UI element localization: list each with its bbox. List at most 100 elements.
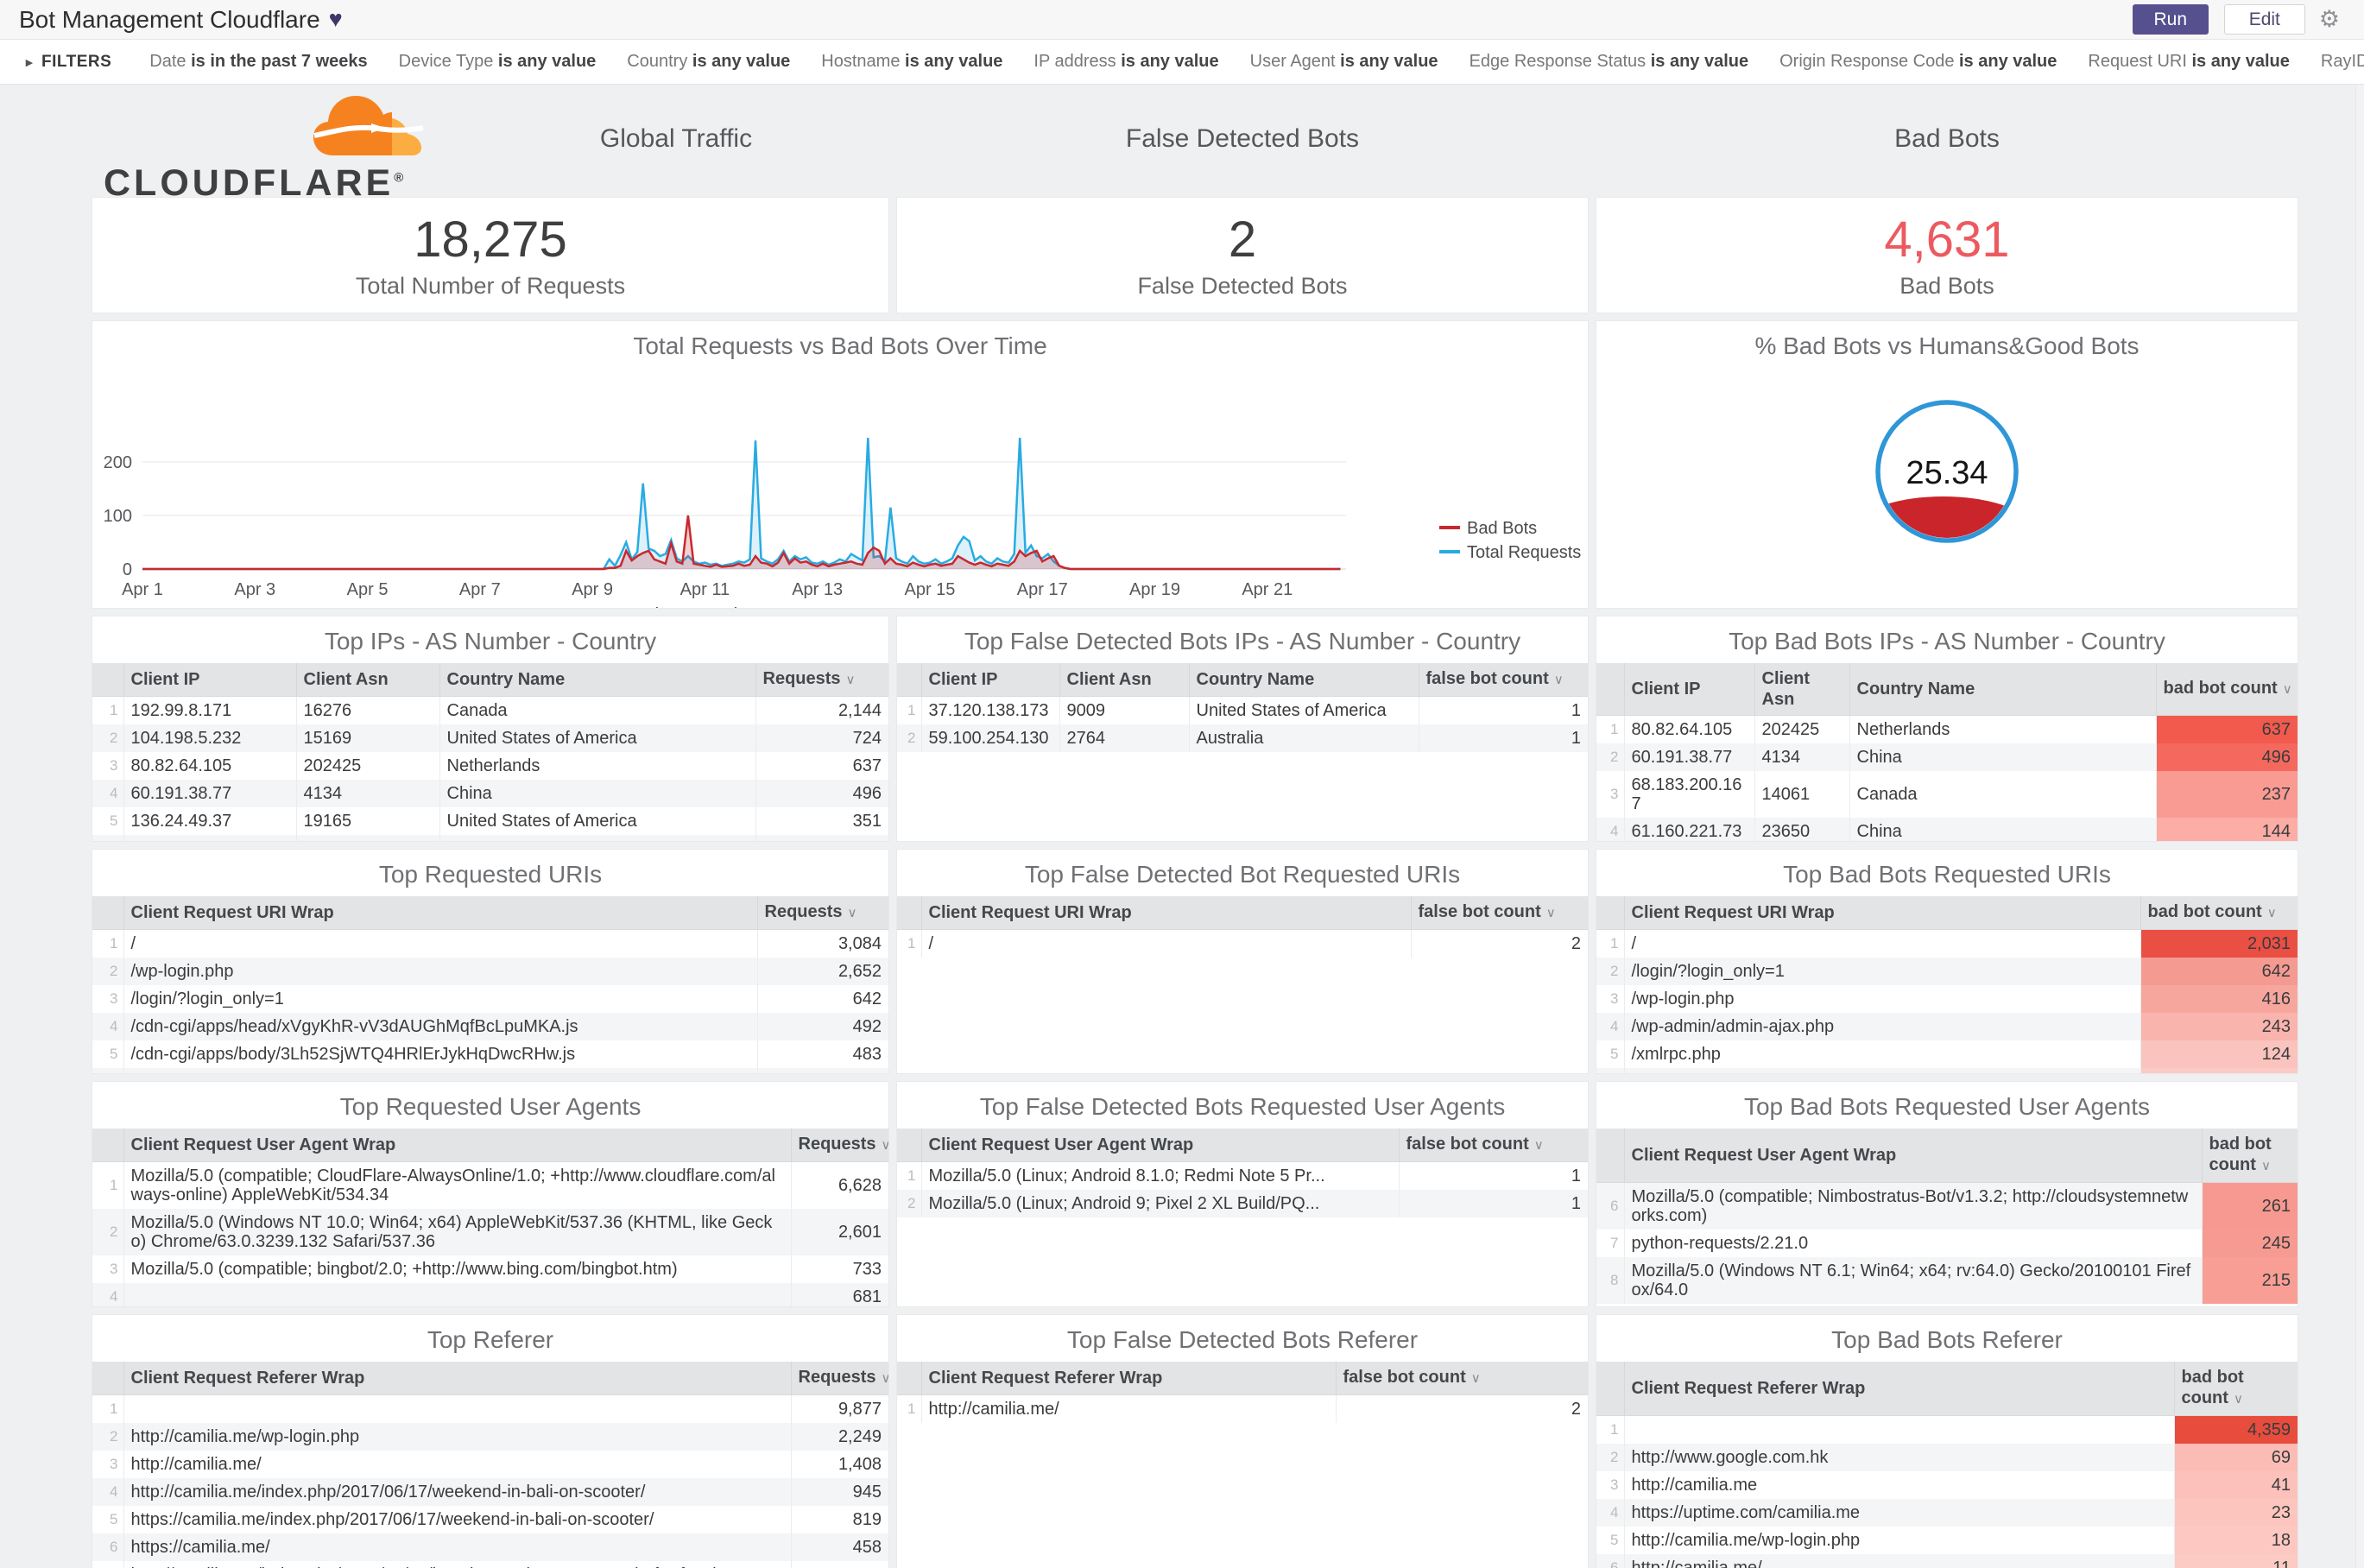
column-header[interactable]: bad bot count ∨ [2156, 663, 2298, 716]
column-header[interactable]: Client Request URI Wrap [123, 896, 758, 930]
row-number: 5 [1596, 1040, 1625, 1068]
filter-chip[interactable]: User Agent is any value [1249, 52, 1438, 71]
row-number: 4 [92, 780, 124, 807]
table-top-referer: Top Referer Client Request Referer Wrap Re… [92, 1314, 889, 1568]
table-row: 1 37.120.138.173 9009 United States of Amer… [897, 696, 1588, 724]
column-header[interactable]: Requests∨ [757, 896, 888, 930]
filter-chip[interactable]: Hostname is any value [821, 52, 1003, 71]
table-false-bot-user-agents: Top False Detected Bots Requested User A… [896, 1081, 1589, 1307]
sort-chevron-icon: ∨ [2233, 1392, 2243, 1407]
text-cell: 60.191.38.77 [1624, 743, 1755, 771]
table-row: 3 http://camilia.me 41 [1596, 1471, 2298, 1499]
text-cell: 14061 [1754, 771, 1850, 818]
kpi-label: Bad Bots [1899, 272, 1994, 299]
column-header[interactable]: Client IP [123, 663, 297, 697]
row-number: 4 [92, 1283, 124, 1306]
svg-text:Apr 19: Apr 19 [1129, 580, 1180, 599]
column-header[interactable]: Client Request User Agent Wrap [123, 1129, 792, 1162]
column-header[interactable]: Country Name [1189, 663, 1419, 697]
text-cell [1624, 1415, 2175, 1444]
column-header[interactable]: Client Request Referer Wrap [1624, 1362, 2175, 1416]
value-cell: 496 [852, 784, 882, 803]
filter-chip[interactable]: Request URI is any value [2088, 52, 2290, 71]
filter-chip[interactable]: RayID is any value [2320, 52, 2364, 71]
header-row: CLOUDFLARE® Global Traffic False Detecte… [92, 85, 2298, 204]
table-row: 6 Mozilla/5.0 (compatible; Nimbostratus-B… [1596, 1182, 2298, 1230]
column-header[interactable]: Client Request User Agent Wrap [1624, 1129, 2203, 1183]
column-header[interactable]: Client Asn [1059, 663, 1190, 697]
column-header[interactable]: false bot count ∨ [1411, 896, 1588, 930]
column-header[interactable]: bad bot count ∨ [2202, 1129, 2298, 1183]
text-cell: China [1849, 743, 2157, 771]
text-cell: /wp-login.php [123, 958, 758, 985]
table-row: 2 http://www.google.com.hk 69 [1596, 1444, 2298, 1471]
column-header[interactable]: false bot count ∨ [1399, 1129, 1588, 1162]
column-header[interactable]: Country Name [1849, 663, 2157, 716]
column-header[interactable]: Requests∨ [791, 1129, 888, 1162]
text-cell: /cdn-cgi/apps/head/xVgyKhR-vV3dAUGhMqfBc… [123, 1013, 758, 1040]
value-cell: 6,628 [838, 1176, 882, 1195]
filter-chip[interactable]: Edge Response Status is any value [1469, 52, 1749, 71]
row-number-header [897, 1362, 922, 1395]
text-cell: 9009 [1059, 696, 1190, 724]
column-header[interactable]: bad bot count ∨ [2174, 1362, 2298, 1416]
row-number-header [897, 1129, 922, 1162]
column-header[interactable]: Country Name [439, 663, 756, 697]
data-table: Client Request Referer Wrap false bot cou… [897, 1362, 1588, 1423]
column-header[interactable]: Client Request URI Wrap [921, 896, 1412, 930]
table-row: 5/cdn-cgi/apps/body/3Lh52SjWTQ4HRlErJykH… [92, 1040, 888, 1068]
gauge-title: % Bad Bots vs Humans&Good Bots [1754, 332, 2140, 359]
column-header[interactable]: Requests∨ [755, 663, 888, 697]
table-row: 4 https://uptime.com/camilia.me 23 [1596, 1499, 2298, 1527]
column-header[interactable]: Client Request User Agent Wrap [921, 1129, 1400, 1162]
column-header[interactable]: Client Request Referer Wrap [921, 1362, 1337, 1395]
column-header[interactable]: Requests∨ [791, 1362, 888, 1395]
filters-toggle[interactable]: ▸ FILTERS [26, 53, 111, 72]
column-header[interactable]: bad bot count ∨ [2140, 896, 2298, 930]
text-cell: http://camilia.me/index.php/2017/05/14/h… [123, 1561, 792, 1568]
column-header[interactable]: Client IP [1624, 663, 1755, 716]
section-header-false-detected-bots: False Detected Bots [1125, 124, 1360, 153]
table-false-bot-ips: Top False Detected Bots IPs - AS Number … [896, 616, 1589, 842]
table-row: 3 Mozilla/5.0 (compatible; bingbot/2.0; +… [92, 1255, 888, 1283]
vertical-scrollbar[interactable] [2355, 85, 2364, 1568]
column-header[interactable]: Client Asn [296, 663, 440, 697]
data-table: Client Request User Agent Wrap bad bot co… [1596, 1129, 2298, 1304]
section-header-bad-bots: Bad Bots [1894, 124, 2000, 153]
gear-icon[interactable]: ⚙ [2318, 6, 2340, 32]
column-header[interactable]: Client Request URI Wrap [1624, 896, 2141, 930]
text-cell: /login/?login_only=1 [123, 985, 758, 1013]
column-header[interactable]: false bot count ∨ [1336, 1362, 1588, 1395]
edit-button[interactable]: Edit [2223, 4, 2305, 35]
filter-chip[interactable]: Device Type is any value [398, 52, 597, 71]
table-row: 3 68.183.200.167 14061 Canada 237 [1596, 771, 2298, 818]
run-button[interactable]: Run [2132, 4, 2209, 35]
svg-text:Total Requests: Total Requests [1467, 543, 1581, 562]
value-cell: 416 [2140, 985, 2298, 1013]
row-number: 1 [897, 1394, 922, 1423]
text-cell: 2764 [1059, 724, 1190, 752]
filter-chip[interactable]: IP address is any value [1033, 52, 1219, 71]
row-number: 3 [1596, 1471, 1625, 1499]
text-cell: https://uptime.com/camilia.me [1624, 1499, 2175, 1527]
filter-chip[interactable]: Country is any value [627, 52, 791, 71]
text-cell: /wp-admin/admin-ajax.php [1624, 1013, 2141, 1040]
column-header[interactable]: Client Request Referer Wrap [123, 1362, 792, 1395]
svg-text:100: 100 [104, 507, 132, 526]
gauge-chart: 25.34 [1875, 400, 2019, 543]
text-cell: 15169 [296, 724, 440, 752]
column-header[interactable]: Client Asn [1754, 663, 1850, 716]
column-header[interactable]: Client IP [921, 663, 1060, 697]
data-table: Client Request URI Wrap false bot count ∨ 1… [897, 896, 1588, 958]
row-number-header [92, 663, 124, 697]
page-title: Bot Management Cloudflare ♥ [19, 6, 343, 34]
value-cell: 2,601 [838, 1223, 882, 1242]
value-cell: 819 [852, 1510, 882, 1529]
row-number: 3 [92, 985, 124, 1013]
table-row: 1/ 2 [897, 929, 1588, 958]
column-header[interactable]: false bot count ∨ [1419, 663, 1588, 697]
row-number-header [92, 1129, 124, 1162]
filter-chip[interactable]: Date is in the past 7 weeks [149, 52, 368, 71]
row-number [92, 1068, 124, 1073]
filter-chip[interactable]: Origin Response Code is any value [1779, 52, 2057, 71]
